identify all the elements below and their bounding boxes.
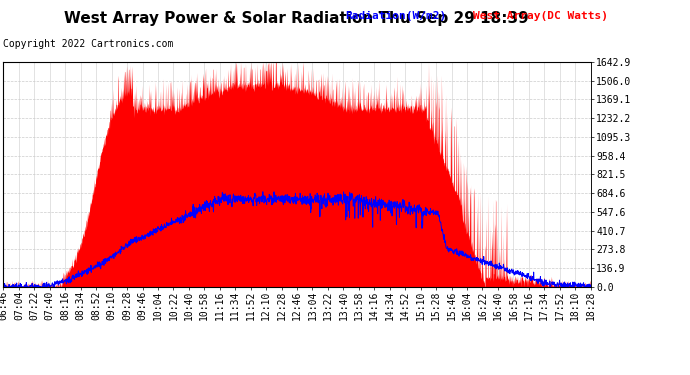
Text: West Array(DC Watts): West Array(DC Watts): [473, 11, 608, 21]
Text: Radiation(W/m2): Radiation(W/m2): [345, 11, 446, 21]
Text: West Array Power & Solar Radiation Thu Sep 29 18:39: West Array Power & Solar Radiation Thu S…: [64, 11, 529, 26]
Text: Copyright 2022 Cartronics.com: Copyright 2022 Cartronics.com: [3, 39, 174, 50]
